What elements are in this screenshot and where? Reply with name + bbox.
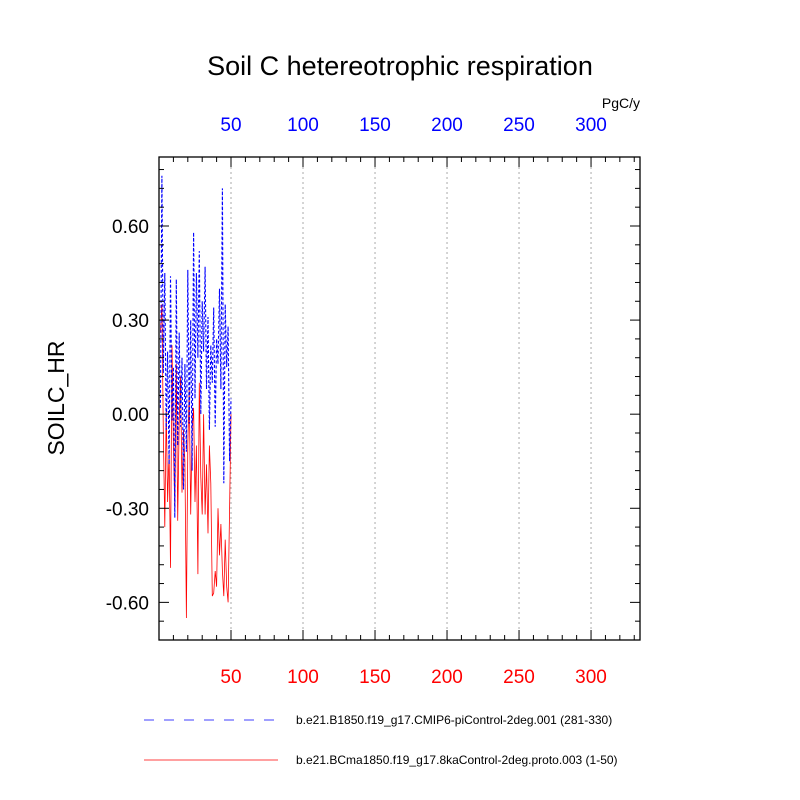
legend-label-red: b.e21.BCma1850.f19_g17.8kaControl-2deg.p… bbox=[296, 753, 618, 767]
series-line-8kaControl bbox=[160, 304, 232, 619]
chart-title: Soil C hetereotrophic respiration bbox=[207, 51, 593, 81]
y-tick-label: 0.00 bbox=[112, 405, 149, 426]
x-tick-label-bottom: 250 bbox=[503, 667, 535, 688]
x-tick-label-top: 200 bbox=[431, 115, 463, 136]
axis-ticks bbox=[159, 157, 640, 641]
y-tick-label: 0.60 bbox=[112, 217, 149, 238]
grid-lines bbox=[230, 157, 592, 640]
x-tick-label-top: 50 bbox=[220, 115, 241, 136]
x-tick-label-top: 100 bbox=[287, 115, 319, 136]
x-tick-label-top: 150 bbox=[359, 115, 391, 136]
y-tick-label: -0.30 bbox=[106, 499, 149, 520]
tick-labels: 50 50 100 100 150 150 200 200 250 250 300 300 -0.60 -… bbox=[106, 115, 607, 688]
y-tick-label: 0.30 bbox=[112, 311, 149, 332]
x-tick-label-bottom: 100 bbox=[287, 667, 319, 688]
x-tick-label-top: 250 bbox=[503, 115, 535, 136]
series-line-piControl bbox=[159, 175, 232, 518]
x-tick-label-bottom: 300 bbox=[575, 667, 607, 688]
y-axis-label: SOILC_HR bbox=[43, 340, 69, 455]
plot-series bbox=[159, 175, 232, 619]
legend: b.e21.B1850.f19_g17.CMIP6-piControl-2deg… bbox=[144, 713, 618, 767]
x-tick-label-top: 300 bbox=[575, 115, 607, 136]
y-tick-label: -0.60 bbox=[106, 593, 149, 614]
x-tick-label-bottom: 150 bbox=[359, 667, 391, 688]
x-tick-label-bottom: 50 bbox=[220, 667, 241, 688]
units-label: PgC/y bbox=[602, 95, 640, 111]
x-tick-label-bottom: 200 bbox=[431, 667, 463, 688]
legend-label-blue: b.e21.B1850.f19_g17.CMIP6-piControl-2deg… bbox=[296, 713, 612, 727]
plot-frame bbox=[158, 156, 641, 641]
